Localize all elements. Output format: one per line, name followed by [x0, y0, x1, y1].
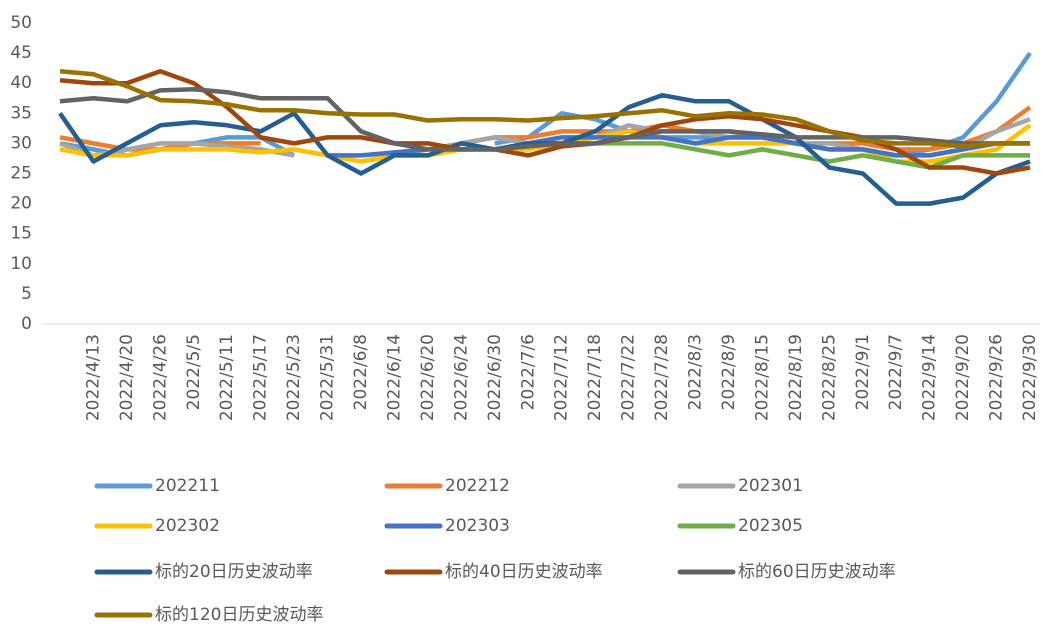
x-tick-label: 2022/6/20	[418, 334, 438, 421]
x-tick-label: 2022/7/6	[518, 334, 538, 410]
y-tick-label: 30	[10, 133, 32, 153]
x-tick-label: 2022/8/15	[752, 334, 772, 421]
x-tick-label: 2022/9/30	[1020, 334, 1040, 421]
x-tick-label: 2022/6/24	[451, 334, 471, 421]
series-line	[595, 141, 1030, 170]
y-tick-label: 40	[10, 73, 32, 93]
y-tick-label: 25	[10, 164, 32, 184]
x-tick-label: 2022/7/22	[619, 334, 639, 421]
legend-label: 标的20日历史波动率	[155, 562, 313, 582]
x-tick-label: 2022/4/26	[150, 334, 170, 421]
x-tick-label: 2022/9/26	[987, 334, 1007, 421]
legend-label: 202301	[738, 476, 803, 496]
y-tick-label: 50	[10, 13, 32, 33]
series-line	[59, 68, 1030, 149]
x-tick-label: 2022/8/25	[819, 334, 839, 421]
legend-label: 202305	[738, 516, 803, 536]
y-tick-label: 0	[21, 314, 32, 334]
x-tick-label: 2022/7/18	[585, 334, 605, 421]
x-tick-label: 2022/7/28	[652, 334, 672, 421]
y-tick-label: 5	[21, 284, 32, 304]
legend-label: 202302	[155, 516, 220, 536]
x-tick-label: 2022/9/1	[853, 334, 873, 410]
legend-label: 202303	[445, 516, 510, 536]
x-tick-label: 2022/6/8	[351, 334, 371, 410]
x-tick-label: 2022/9/14	[920, 334, 940, 421]
y-tick-label: 35	[10, 103, 32, 123]
y-tick-label: 10	[10, 254, 32, 274]
legend-label: 标的120日历史波动率	[155, 605, 323, 625]
series-line	[59, 86, 1030, 152]
x-tick-label: 2022/8/3	[686, 334, 706, 410]
x-tick-label: 2022/5/17	[251, 334, 271, 421]
x-tick-label: 2022/4/13	[83, 334, 103, 421]
x-tick-label: 2022/5/11	[217, 334, 237, 421]
x-tick-label: 2022/8/19	[786, 334, 806, 421]
x-tick-label: 2022/6/14	[384, 334, 404, 421]
x-tick-label: 2022/6/30	[485, 334, 505, 421]
x-tick-label: 2022/8/9	[719, 334, 739, 410]
legend-label: 标的60日历史波动率	[738, 562, 896, 582]
legend-label: 202211	[155, 476, 220, 496]
x-tick-label: 2022/9/20	[953, 334, 973, 421]
y-tick-label: 20	[10, 194, 32, 214]
x-tick-label: 2022/5/31	[318, 334, 338, 421]
y-tick-label: 15	[10, 224, 32, 244]
x-tick-label: 2022/9/7	[886, 334, 906, 410]
x-tick-label: 2022/7/12	[552, 334, 572, 421]
x-tick-label: 2022/5/5	[184, 334, 204, 410]
x-tick-label: 2022/5/23	[284, 334, 304, 421]
legend-label: 标的40日历史波动率	[445, 562, 603, 582]
legend-label: 202212	[445, 476, 510, 496]
y-tick-label: 45	[10, 43, 32, 63]
x-tick-label: 2022/4/20	[117, 334, 137, 421]
